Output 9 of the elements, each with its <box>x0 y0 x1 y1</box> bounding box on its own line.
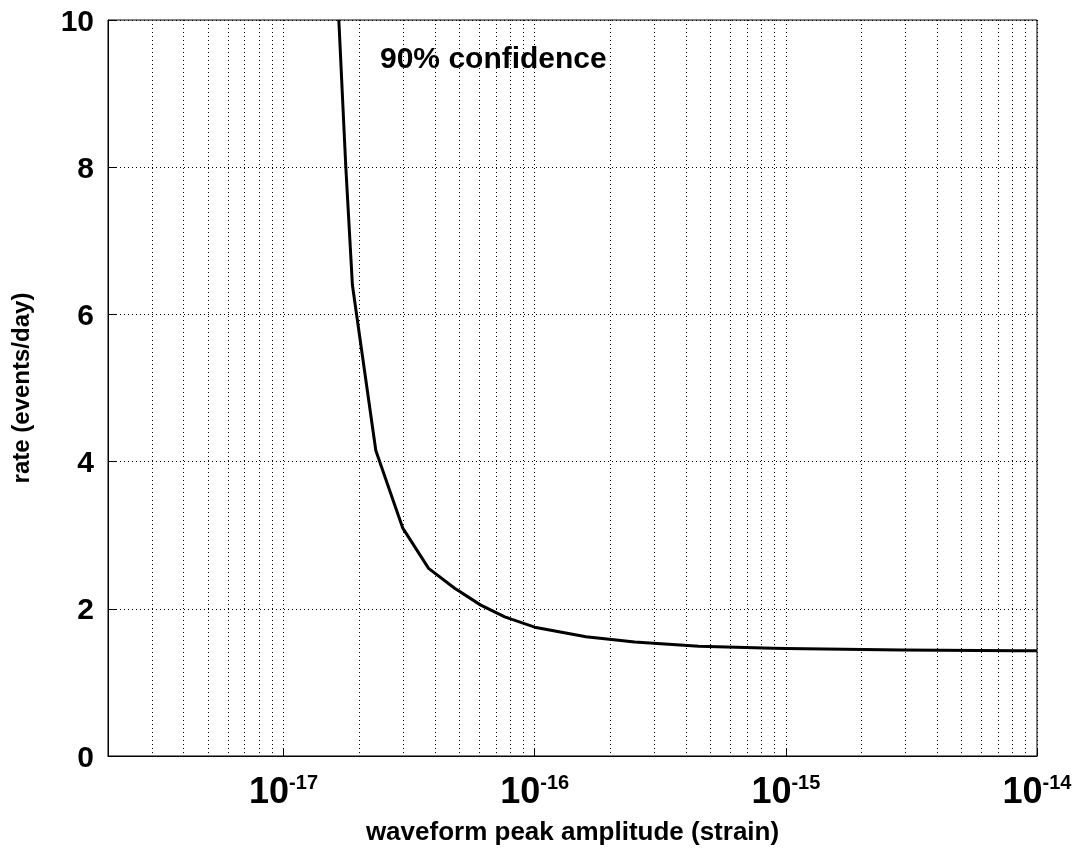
y-tick-label: 10 <box>60 3 94 37</box>
y-tick-label: 6 <box>77 297 94 331</box>
y-tick-label: 0 <box>77 739 94 773</box>
y-tick-label: 8 <box>77 150 94 184</box>
y-tick-label: 2 <box>77 592 94 626</box>
x-axis-title: waveform peak amplitude (strain) <box>364 816 780 846</box>
annotation: 90% confidence <box>380 40 607 74</box>
y-tick-label: 4 <box>77 445 95 479</box>
y-axis-title: rate (events/day) <box>6 292 34 484</box>
